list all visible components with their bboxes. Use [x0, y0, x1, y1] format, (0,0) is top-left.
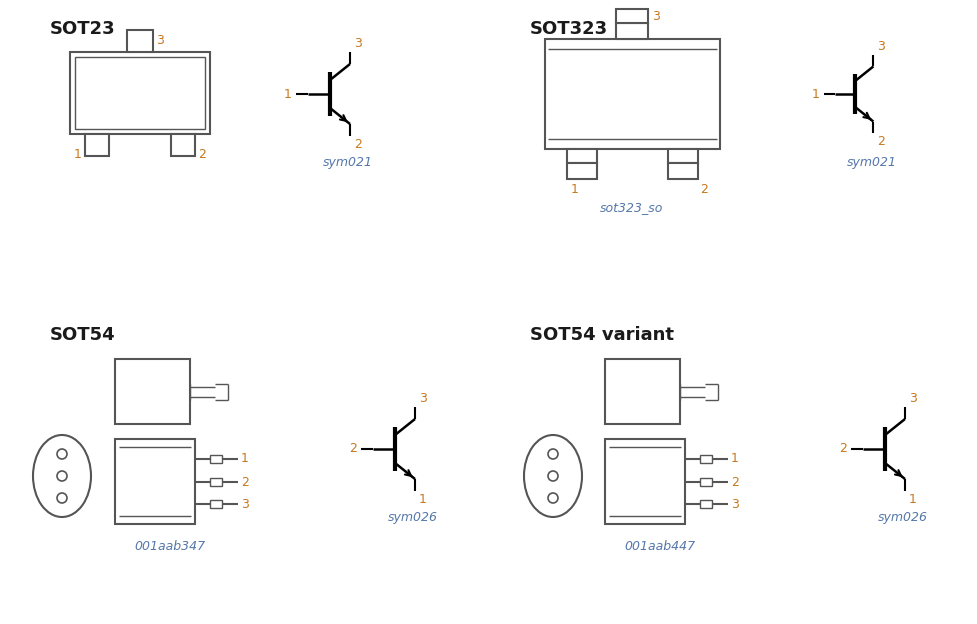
Bar [567, 163, 596, 179]
Text: SOT323: SOT323 [530, 20, 608, 38]
Text: sot323_so: sot323_so [600, 201, 663, 214]
Text: 001aab347: 001aab347 [134, 540, 205, 553]
Bar [70, 52, 210, 134]
Bar [210, 478, 222, 486]
Bar [85, 134, 108, 156]
Text: 3: 3 [652, 9, 659, 22]
Text: 1: 1 [571, 183, 578, 196]
Text: 2: 2 [700, 183, 707, 196]
Bar [616, 23, 648, 39]
Text: 1: 1 [730, 452, 738, 466]
Text: 3: 3 [730, 497, 738, 510]
Text: 1: 1 [811, 87, 819, 100]
Bar [616, 9, 648, 23]
Text: SOT54: SOT54 [50, 326, 115, 344]
Text: sym026: sym026 [388, 511, 438, 524]
Text: sym021: sym021 [846, 156, 896, 169]
Text: 1: 1 [418, 493, 426, 506]
Bar [127, 30, 152, 52]
Circle shape [57, 493, 67, 503]
Text: sym026: sym026 [877, 511, 927, 524]
Text: 2: 2 [349, 442, 357, 456]
Text: 3: 3 [240, 497, 248, 510]
Circle shape [547, 493, 558, 503]
Text: SOT54 variant: SOT54 variant [530, 326, 673, 344]
Bar [115, 439, 194, 524]
Bar [700, 500, 711, 508]
Bar [605, 359, 679, 424]
Bar [210, 500, 222, 508]
Bar [605, 439, 684, 524]
Text: 2: 2 [876, 135, 884, 148]
Text: 2: 2 [240, 475, 248, 489]
Text: 3: 3 [354, 37, 361, 50]
Text: SOT23: SOT23 [50, 20, 115, 38]
Text: 3: 3 [876, 41, 884, 54]
Bar [115, 359, 190, 424]
Bar [700, 455, 711, 463]
Text: 001aab447: 001aab447 [623, 540, 695, 553]
Text: 1: 1 [74, 147, 82, 160]
Text: 3: 3 [156, 34, 164, 47]
Text: 2: 2 [197, 147, 206, 160]
Bar [544, 39, 719, 149]
Bar [567, 149, 596, 163]
Bar [210, 455, 222, 463]
Text: 2: 2 [730, 475, 738, 489]
Ellipse shape [524, 435, 581, 517]
Bar [667, 163, 698, 179]
Circle shape [547, 449, 558, 459]
Text: 3: 3 [908, 392, 916, 405]
Circle shape [57, 449, 67, 459]
Text: 2: 2 [354, 138, 361, 151]
Circle shape [57, 471, 67, 481]
Text: 1: 1 [284, 87, 292, 100]
Bar [171, 134, 194, 156]
Text: 1: 1 [908, 493, 916, 506]
Ellipse shape [33, 435, 91, 517]
Text: 1: 1 [240, 452, 248, 466]
Text: 3: 3 [418, 392, 426, 405]
Bar [75, 57, 205, 129]
Text: sym021: sym021 [322, 156, 372, 169]
Bar [700, 478, 711, 486]
Circle shape [547, 471, 558, 481]
Text: 2: 2 [838, 442, 846, 456]
Bar [667, 149, 698, 163]
